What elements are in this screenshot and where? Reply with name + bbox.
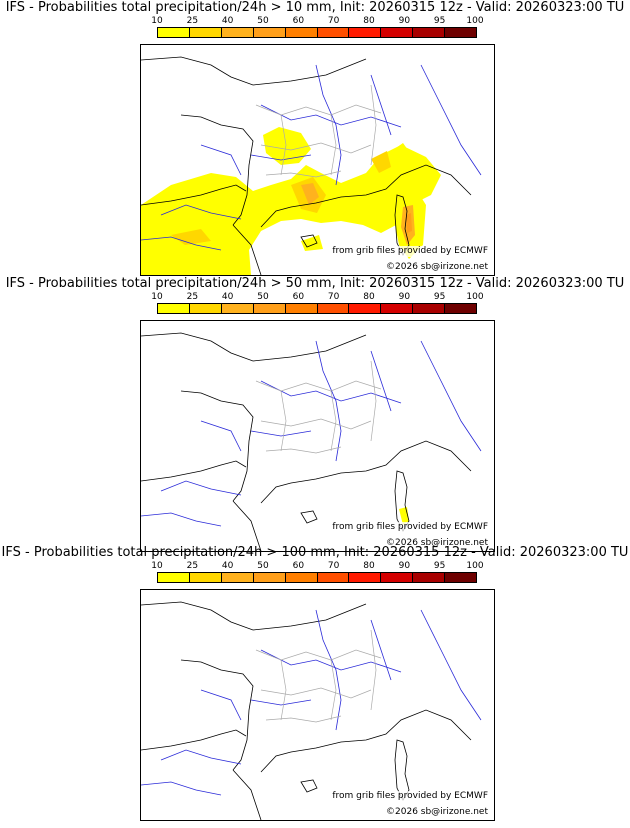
colorbar-tick-label: 70 [327, 292, 340, 302]
colorbar-tick-label: 80 [363, 292, 375, 302]
coastlines [141, 601, 472, 820]
colorbar-segment [445, 573, 477, 582]
colorbar-segment [253, 28, 286, 37]
colorbar-tick-label: 100 [466, 16, 484, 26]
colorbar-segment [445, 304, 477, 313]
colorbar-segment [285, 28, 318, 37]
colorbar-ticks: 10 25 40 50 60 70 80 90 95 100 [145, 292, 495, 302]
colorbar-tick-label: 50 [257, 16, 269, 26]
colorbar-segment [285, 304, 318, 313]
copyright-credit: ©2026 sb@irizone.net [386, 538, 488, 549]
map-canvas [141, 332, 482, 551]
colorbar-segment [317, 573, 350, 582]
colorbar-tick-label: 25 [186, 561, 199, 571]
source-credit: from grib files provided by ECMWF [332, 246, 488, 257]
colorbar-segment [413, 304, 446, 313]
colorbar-segment [253, 304, 286, 313]
colorbar-segment [158, 573, 190, 582]
colorbar-segment [349, 573, 382, 582]
colorbar-segment [158, 304, 190, 313]
colorbar-tick-label: 50 [257, 292, 269, 302]
colorbar-tick-label: 10 [151, 292, 163, 302]
map-canvas [141, 601, 482, 820]
colorbar-segment [221, 28, 254, 37]
colorbar-tick-label: 10 [151, 561, 163, 571]
colorbar-segment [381, 573, 414, 582]
source-credit: from grib files provided by ECMWF [332, 791, 488, 802]
colorbar-tick-label: 70 [327, 16, 340, 26]
colorbar-segment [317, 28, 350, 37]
colorbar-tick-label: 95 [433, 16, 446, 26]
colorbar-tick-label: 40 [221, 292, 234, 302]
colorbar-segment [381, 304, 414, 313]
probability-map: from grib files provided by ECMWF ©2026 … [140, 320, 495, 552]
colorbar-tick-label: 70 [327, 561, 340, 571]
colorbar-segment [189, 28, 222, 37]
colorbar-ticks: 10 25 40 50 60 70 80 90 95 100 [145, 561, 495, 571]
rivers [141, 609, 482, 796]
panel-title: IFS - Probabilities total precipitation/… [5, 0, 625, 15]
colorbar [157, 572, 477, 583]
panel-title: IFS - Probabilities total precipitation/… [1, 545, 629, 560]
colorbar-tick-label: 90 [398, 561, 411, 571]
colorbar-tick-label: 100 [466, 292, 484, 302]
colorbar-segment [349, 28, 382, 37]
colorbar-tick-label: 25 [186, 16, 199, 26]
colorbar-segment [221, 304, 254, 313]
colorbar-tick-label: 80 [363, 16, 375, 26]
colorbar-tick-label: 90 [398, 16, 411, 26]
colorbar-segment [349, 304, 382, 313]
colorbar-tick-label: 95 [433, 561, 446, 571]
colorbar-tick-label: 60 [292, 292, 305, 302]
rivers [141, 64, 482, 251]
colorbar-tick-label: 100 [466, 561, 484, 571]
probability-map: from grib files provided by ECMWF ©2026 … [140, 589, 495, 821]
colorbar-segment [413, 28, 446, 37]
borders [255, 84, 382, 178]
colorbar-segment [189, 304, 222, 313]
colorbar-segment [285, 573, 318, 582]
copyright-credit: ©2026 sb@irizone.net [386, 807, 488, 818]
probability-map: from grib files provided by ECMWF ©2026 … [140, 44, 495, 276]
colorbar-tick-label: 25 [186, 292, 199, 302]
forecast-panel-50mm: IFS - Probabilities total precipitation/… [0, 276, 630, 552]
colorbar-segment [413, 573, 446, 582]
colorbar [157, 27, 477, 38]
colorbar-tick-label: 60 [292, 16, 305, 26]
map-canvas [141, 56, 482, 275]
panel-title: IFS - Probabilities total precipitation/… [5, 276, 625, 291]
colorbar-segment [253, 573, 286, 582]
coastlines [141, 332, 472, 551]
colorbar-segment [189, 573, 222, 582]
colorbar [157, 303, 477, 314]
colorbar-segment [221, 573, 254, 582]
colorbar-segment [445, 28, 477, 37]
coastlines [141, 56, 472, 275]
colorbar-tick-label: 80 [363, 561, 375, 571]
colorbar-tick-label: 90 [398, 292, 411, 302]
source-credit: from grib files provided by ECMWF [332, 522, 488, 533]
colorbar-tick-label: 50 [257, 561, 269, 571]
copyright-credit: ©2026 sb@irizone.net [386, 262, 488, 273]
precip-probability-area [141, 127, 441, 275]
colorbar-tick-label: 60 [292, 561, 305, 571]
borders [255, 629, 382, 723]
colorbar-ticks: 10 25 40 50 60 70 80 90 95 100 [145, 16, 495, 26]
colorbar-tick-label: 95 [433, 292, 446, 302]
colorbar-segment [317, 304, 350, 313]
colorbar-tick-label: 40 [221, 16, 234, 26]
colorbar-segment [381, 28, 414, 37]
rivers [141, 340, 482, 527]
forecast-panel-100mm: IFS - Probabilities total precipitation/… [0, 545, 630, 821]
forecast-panel-10mm: IFS - Probabilities total precipitation/… [0, 0, 630, 276]
colorbar-segment [158, 28, 190, 37]
colorbar-tick-label: 40 [221, 561, 234, 571]
colorbar-tick-label: 10 [151, 16, 163, 26]
borders [255, 360, 382, 454]
